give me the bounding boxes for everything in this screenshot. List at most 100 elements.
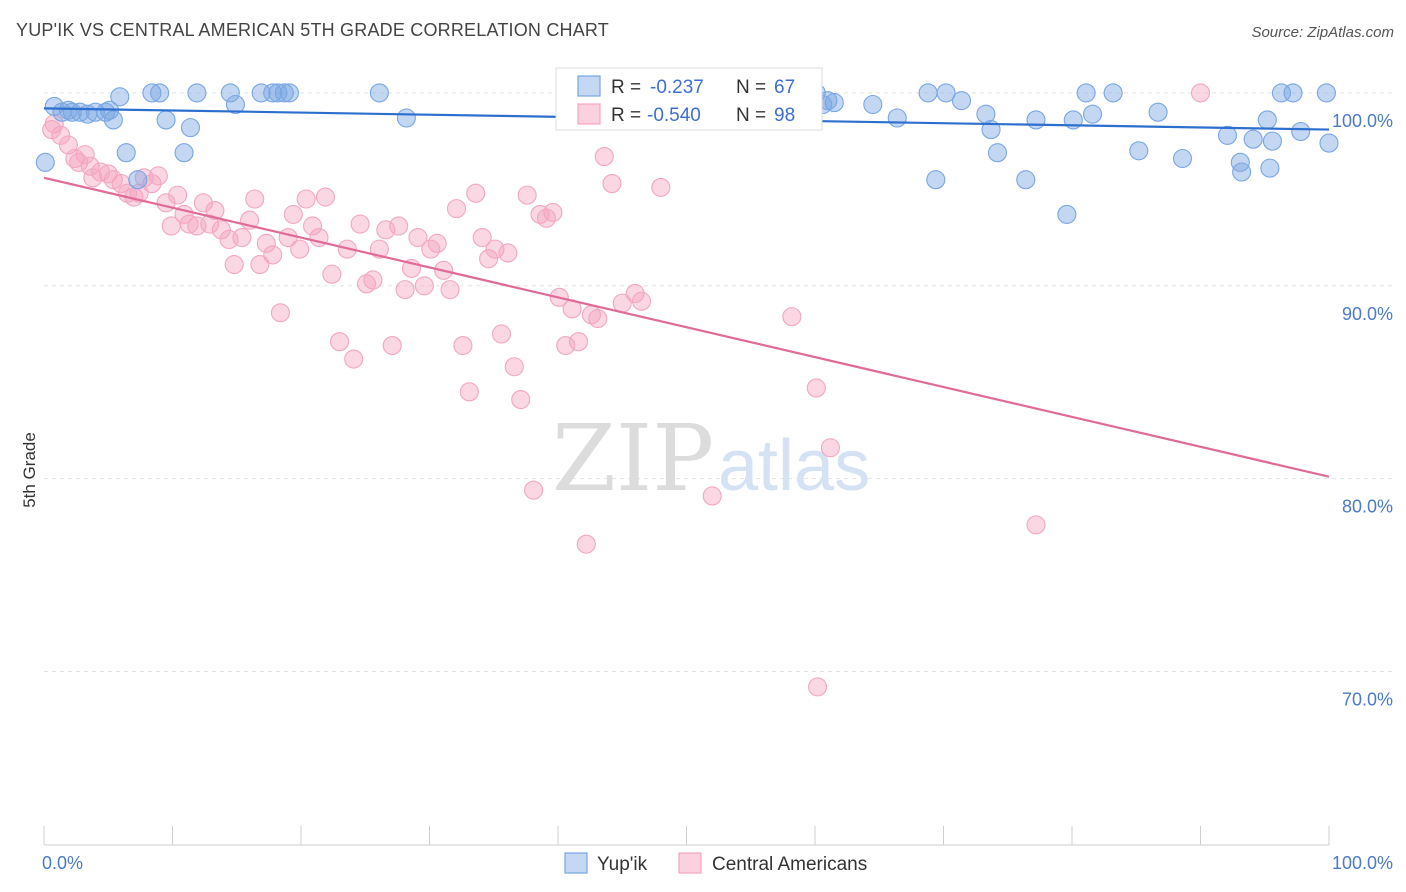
central-americans-point-23 (179, 214, 199, 234)
central-americans-point-35 (256, 233, 276, 253)
central-americans-point-95 (806, 378, 826, 398)
central-americans-point-18 (148, 166, 168, 186)
yupik-point-14 (142, 83, 162, 103)
central-americans-point-31 (232, 228, 252, 248)
central-americans-point-53 (376, 220, 396, 240)
yupik-point-54 (1129, 141, 1149, 161)
yupik-point-21 (225, 94, 246, 115)
central-americans-point-10 (98, 164, 118, 184)
central-americans-point-79 (543, 202, 563, 223)
yupik-point-57 (1217, 125, 1238, 145)
central-americans-point-86 (588, 308, 608, 329)
yupik-point-0 (35, 152, 55, 172)
central-americans-point-45 (322, 264, 342, 284)
central-americans-points (42, 83, 1211, 697)
central-americans-point-74 (511, 389, 531, 410)
yupik-point-13 (128, 170, 148, 190)
central-americans-point-30 (224, 255, 244, 275)
central-americans-point-15 (129, 183, 149, 203)
yupik-point-41 (926, 170, 946, 190)
central-americans-point-8 (83, 168, 103, 188)
yupik-point-56 (1172, 148, 1193, 169)
central-americans-point-21 (168, 185, 188, 205)
central-americans-point-76 (524, 480, 544, 500)
yupik-point-20 (220, 83, 240, 103)
yupik-point-63 (1262, 131, 1283, 151)
central-americans-point-2 (51, 125, 71, 145)
yupik-point-10 (103, 110, 123, 130)
central-americans-point-65 (453, 335, 473, 356)
stats-r-value-1: -0.237 (650, 77, 704, 98)
yupik-point-55 (1148, 102, 1168, 122)
yupik-point-65 (1283, 83, 1303, 103)
stats-r-value-2: -0.540 (647, 105, 701, 126)
central-americans-point-33 (245, 189, 265, 209)
legend-swatch-yupik (564, 852, 588, 874)
central-americans-point-88 (602, 174, 622, 194)
central-americans-point-51 (363, 270, 383, 290)
stats-swatch-yupik (577, 75, 601, 97)
central-americans-point-68 (472, 228, 492, 248)
central-americans-point-75 (517, 185, 537, 205)
central-americans-point-34 (250, 255, 270, 275)
central-americans-point-49 (350, 214, 370, 234)
central-americans-point-73 (504, 357, 524, 377)
central-americans-point-71 (491, 324, 512, 344)
central-americans-point-28 (211, 220, 231, 240)
stats-n-value-2: 98 (774, 105, 795, 126)
stats-n-value-1: 67 (774, 77, 795, 98)
stats-n-label-1: N = (736, 77, 766, 98)
central-americans-point-81 (556, 335, 576, 356)
central-americans-point-94 (782, 307, 802, 327)
y-axis-label: 5th Grade (20, 432, 39, 508)
y-tick-label-0: 100.0% (1332, 111, 1393, 131)
stats-swatch-central-americans (577, 103, 601, 125)
yupik-point-53 (1103, 83, 1123, 103)
yupik-point-48 (1026, 110, 1046, 130)
central-americans-point-69 (479, 249, 499, 269)
yupik-point-66 (1291, 121, 1311, 142)
watermark-zip: ZIP (552, 405, 714, 512)
yupik-point-15 (150, 83, 170, 103)
central-americans-point-39 (283, 204, 303, 224)
central-americans-point-48 (344, 349, 364, 369)
y-tick-label-1: 90.0% (1342, 304, 1393, 324)
yupik-point-59 (1232, 162, 1252, 182)
central-americans-point-63 (440, 280, 460, 300)
yupik-point-49 (1057, 204, 1077, 224)
stats-r-label-2: R = (611, 105, 641, 126)
stats-box: R = -0.237 N = 67 R = -0.540 N = 98 (555, 67, 823, 131)
yupik-point-39 (887, 108, 907, 128)
x-tick-label-0: 0.0% (42, 853, 83, 873)
central-americans-point-25 (193, 193, 213, 213)
axes (43, 826, 1330, 846)
yupik-point-7 (85, 102, 105, 122)
chart-title: YUP'IK VS CENTRAL AMERICAN 5TH GRADE COR… (16, 20, 610, 40)
yupik-point-42 (936, 83, 956, 103)
central-americans-point-64 (446, 199, 467, 219)
x-tick-label-1: 100.0% (1332, 853, 1393, 873)
yupik-point-5 (70, 102, 90, 122)
stats-n-label-2: N = (736, 105, 766, 126)
yupik-point-40 (918, 83, 938, 103)
yupik-point-1 (44, 96, 64, 116)
yupik-point-58 (1230, 152, 1250, 172)
central-americans-point-66 (459, 382, 479, 402)
central-americans-point-54 (382, 335, 402, 356)
central-americans-point-97 (808, 677, 828, 697)
y-tick-labels: 100.0% 90.0% 80.0% 70.0% (1332, 111, 1393, 710)
central-americans-point-83 (569, 332, 589, 352)
central-americans-point-90 (625, 283, 645, 304)
y-tick-label-2: 80.0% (1342, 497, 1393, 517)
y-tick-label-3: 70.0% (1342, 689, 1393, 709)
yupik-point-67 (1316, 83, 1336, 103)
yupik-point-60 (1243, 129, 1263, 149)
yupik-point-46 (987, 143, 1008, 163)
central-americans-point-56 (395, 280, 415, 300)
yupik-point-24 (268, 83, 288, 103)
central-americans-point-72 (498, 243, 518, 263)
legend-label-central-americans: Central Americans (712, 854, 867, 875)
x-tick-labels: 0.0% 100.0% (42, 853, 1393, 873)
central-americans-point-4 (65, 148, 85, 169)
